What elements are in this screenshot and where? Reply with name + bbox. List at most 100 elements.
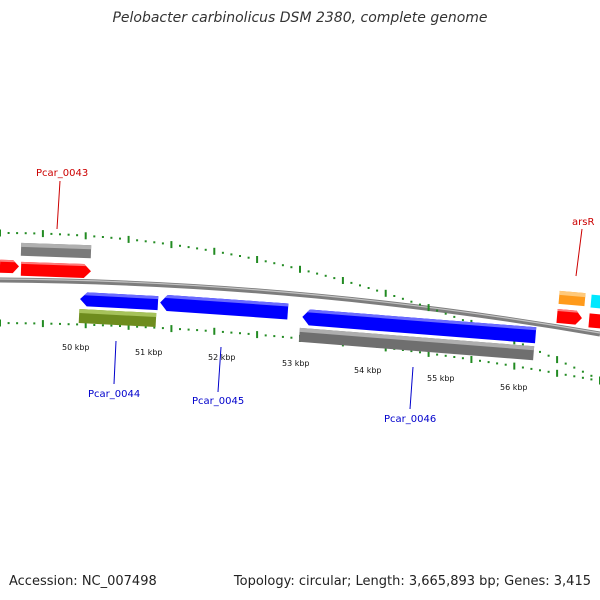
inner-track-minor-tick [187,328,190,331]
outer-track-minor-tick [179,244,181,247]
outer-track-minor-tick [367,287,370,289]
outer-track-minor-tick [7,232,10,234]
outer-track-minor-tick [196,247,199,250]
outer-track-minor-tick [453,315,456,318]
outer-track-minor-tick [290,266,293,269]
genome-summary: Topology: circular; Length: 3,665,893 bp… [233,574,591,589]
outer-track-minor-tick [67,233,70,236]
leader-pcar0045 [217,346,222,393]
inner-track-minor-tick [16,322,19,325]
outer-track-major-tick [256,256,259,263]
scale-label-51kbp: 51 kbp [135,348,163,357]
inner-track-minor-tick [119,325,121,327]
leader-pcar0046 [409,366,414,410]
outer-track-minor-tick [521,343,524,346]
outer-track-major-tick [384,289,387,297]
label-pcar0043[interactable]: Pcar_0043 [36,168,88,179]
outer-track-minor-tick [101,236,104,238]
gene-blue-pcar0044[interactable] [80,292,159,311]
inner-track-minor-tick [153,326,156,329]
inner-track-minor-tick [590,378,593,381]
outer-track-minor-tick [359,284,361,287]
gene-orange-arsr[interactable] [558,290,586,307]
outer-track-minor-tick [401,297,404,300]
outer-track-major-tick [299,265,301,273]
inner-track-minor-tick [196,329,199,332]
outer-track-minor-tick [161,242,164,245]
outer-track-minor-tick [50,232,53,235]
label-pcar0044[interactable]: Pcar_0044 [88,389,140,400]
outer-track-minor-tick [564,362,567,365]
outer-track-minor-tick [419,303,421,306]
outer-track-minor-tick [273,262,276,265]
outer-track-minor-tick [307,270,310,273]
inner-track-minor-tick [24,322,27,325]
inner-track-major-tick [556,369,559,377]
inner-track-minor-tick [444,354,447,357]
outer-track-minor-tick [333,277,336,280]
gene-gray-lower[interactable] [298,327,535,361]
outer-track-minor-tick [247,256,250,259]
inner-track-major-tick [427,349,430,357]
gene-blue-pcar0046[interactable] [302,309,537,344]
inner-track-minor-tick [453,356,456,358]
gene-red-left-edge[interactable] [0,259,19,274]
outer-track-minor-tick [539,350,541,353]
inner-track-minor-tick [179,328,181,331]
gene-blue-pcar0045[interactable] [160,295,289,320]
outer-track-minor-tick [59,233,61,236]
gene-red-right-1[interactable] [556,308,582,325]
inner-track-major-tick [256,331,259,339]
inner-track-minor-tick [487,361,490,364]
outer-track-minor-tick [144,240,147,243]
outer-track-major-tick [427,304,430,312]
inner-track-minor-tick [204,329,207,332]
scale-label-52kbp: 52 kbp [208,353,236,362]
inner-track-major-tick [0,319,1,327]
outer-track-major-tick [341,277,344,284]
outer-track-minor-tick [221,251,224,254]
outer-track-minor-tick [590,374,593,377]
gene-labels: Pcar_0043 Pcar_0044 Pcar_0045 Pcar_0046 … [36,168,594,425]
gene-gray-upper[interactable] [20,242,92,259]
scale-label-55kbp: 55 kbp [427,374,455,383]
label-pcar0045[interactable]: Pcar_0045 [192,396,244,407]
outer-track-minor-tick [136,239,139,242]
outer-track-minor-tick [461,319,464,322]
inner-track-major-tick [470,356,473,363]
inner-track-minor-tick [161,327,164,330]
inner-track-minor-tick [530,367,533,370]
gene-red-right-2[interactable] [588,313,600,329]
leader-pcar0044 [113,340,117,385]
gene-cyan[interactable] [590,294,600,309]
gene-olive[interactable] [78,309,157,328]
inner-track-major-tick [41,320,44,328]
leader-pcar0043 [56,180,61,230]
inner-track-minor-tick [264,334,267,337]
inner-track-minor-tick [50,322,53,325]
inner-track-minor-tick [547,370,550,373]
outer-track-minor-tick [204,248,207,251]
inner-track-minor-tick [144,326,147,329]
accession-text: Accession: NC_007498 [9,574,157,589]
outer-track-minor-tick [547,354,550,357]
outer-track-minor-tick [376,289,379,292]
outer-track-minor-tick [93,235,96,238]
inner-track-minor-tick [436,353,439,356]
scale-label-54kbp: 54 kbp [354,366,382,375]
label-arsr[interactable]: arsR [572,217,594,228]
inner-track-minor-tick [479,359,481,362]
label-pcar0046[interactable]: Pcar_0046 [384,414,436,425]
inner-track-major-tick [127,322,130,330]
inner-track-minor-tick [239,332,241,335]
inner-track-minor-tick [273,335,276,338]
inner-track-minor-tick [110,324,113,327]
inner-track-minor-tick [221,330,224,333]
inner-track-minor-tick [539,369,541,372]
gene-red-pcar0043[interactable] [20,261,91,279]
outer-track-minor-tick [281,264,284,267]
outer-track-minor-tick [581,370,584,373]
outer-track-major-tick [213,247,216,255]
outer-track-minor-tick [153,241,156,244]
